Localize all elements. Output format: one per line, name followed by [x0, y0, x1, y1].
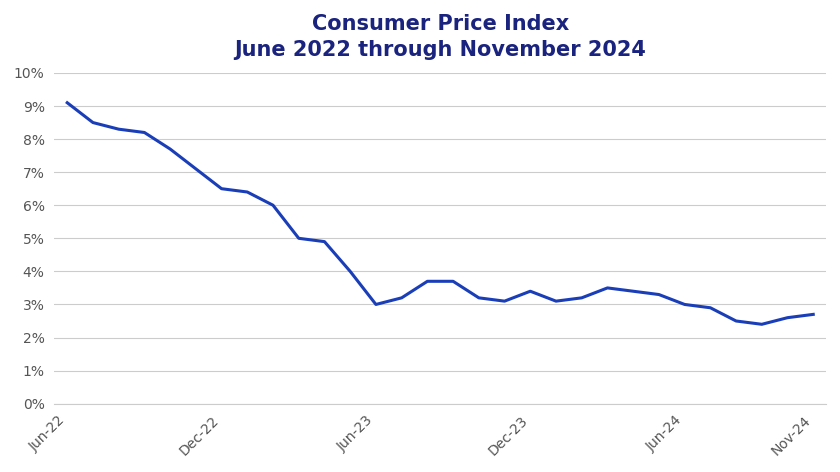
Title: Consumer Price Index
June 2022 through November 2024: Consumer Price Index June 2022 through N… [234, 14, 646, 60]
